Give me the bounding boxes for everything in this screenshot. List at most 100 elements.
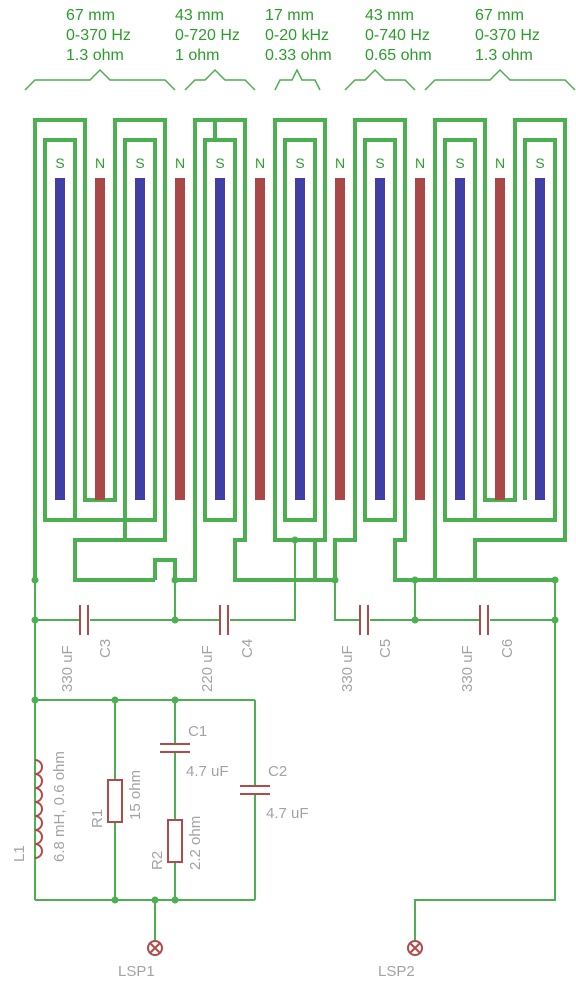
resistor-symbol [107, 779, 123, 823]
capacitor-c6: 330 uF C6 [459, 605, 516, 692]
coil-trace-3 [273, 118, 327, 542]
capacitor-value: 220 uF [199, 645, 216, 692]
magnet-south [135, 178, 145, 500]
capacitor-value: 4.7 uF [266, 805, 309, 822]
coil-trace-3-inner [283, 138, 317, 522]
pole-label: S [295, 155, 304, 171]
capacitor-c2: C2 4.7 uF [240, 763, 309, 822]
coil-traces [33, 118, 567, 582]
coil-trace-4 [313, 118, 475, 582]
capacitor-name: C6 [499, 639, 516, 658]
inductor-symbol [34, 759, 43, 859]
pole-label: S [215, 155, 224, 171]
section-size: 43 mm [175, 7, 224, 24]
capacitor-symbol [79, 605, 89, 635]
junction-dot [411, 616, 419, 624]
section-impedance: 0.65 ohm [365, 47, 432, 64]
terminal-label: LSP2 [378, 963, 415, 980]
terminal-lsp2[interactable]: LSP2 [378, 940, 423, 980]
coil-trace-5-wrap [445, 138, 557, 522]
pole-label: N [415, 155, 425, 171]
resistor-value: 15 ohm [127, 770, 144, 820]
magnet-south [375, 178, 385, 500]
section-size: 67 mm [66, 7, 115, 24]
section-impedance: 1 ohm [175, 47, 219, 64]
pole-label: N [335, 155, 345, 171]
section-range: 0-20 kHz [265, 27, 329, 44]
wire-c6 [415, 580, 556, 621]
junction-dot [111, 896, 119, 904]
terminal-pad-icon[interactable] [407, 940, 423, 956]
section-brace-4 [344, 68, 416, 91]
resistor-r2: R2 2.2 ohm [149, 816, 204, 870]
terminal-pad-icon[interactable] [147, 940, 163, 956]
pole-label: S [135, 155, 144, 171]
capacitor-symbol [219, 605, 229, 635]
pole-label: S [535, 155, 544, 171]
junction-dot [551, 616, 559, 624]
coil-trace-1-wrap [45, 138, 157, 522]
pole-label: S [375, 155, 384, 171]
wire-c4 [175, 540, 296, 621]
capacitor-name: C2 [268, 763, 287, 780]
capacitor-value: 330 uF [459, 645, 476, 692]
section-header-2: 43 mm 0-720 Hz 1 ohm [175, 7, 240, 64]
junction-dot [171, 616, 179, 624]
coil-trace-1 [33, 118, 167, 582]
magnet-south [535, 178, 545, 500]
terminal-cross [409, 942, 421, 954]
magnet-north [175, 178, 185, 500]
section-size: 67 mm [475, 7, 524, 24]
junction-dot [171, 696, 179, 704]
inductor-value: 6.8 mH, 0.6 ohm [51, 751, 68, 862]
coil-trace-2-inner [203, 138, 237, 522]
section-brace-5 [424, 68, 576, 91]
magnet-south [215, 178, 225, 500]
junction-dot [291, 536, 299, 544]
capacitor-value: 4.7 uF [186, 763, 229, 780]
junction-dot [551, 576, 559, 584]
section-size: 43 mm [365, 7, 414, 24]
capacitor-c1: C1 4.7 uF [160, 723, 229, 780]
section-range: 0-370 Hz [475, 27, 540, 44]
resistor-symbol [167, 819, 183, 863]
capacitor-symbol [359, 605, 369, 635]
junction-dot [31, 696, 39, 704]
coil-trace-2 [153, 118, 315, 582]
terminal-lsp1[interactable]: LSP1 [118, 940, 163, 980]
section-range: 0-740 Hz [365, 27, 430, 44]
capacitor-symbol [240, 785, 270, 795]
resistor-name: R2 [149, 851, 166, 870]
capacitor-name: C3 [97, 639, 114, 658]
pole-label: S [55, 155, 64, 171]
junction-dot [331, 576, 339, 584]
capacitor-c3: 330 uF C3 [59, 605, 114, 692]
section-impedance: 1.3 ohm [66, 47, 124, 64]
magnet-north [255, 178, 265, 500]
pole-label: S [455, 155, 464, 171]
crossover-wires [34, 540, 556, 940]
wire-c3 [35, 580, 176, 621]
section-impedance: 1.3 ohm [475, 47, 533, 64]
junction-dot [31, 576, 39, 584]
magnet-south [55, 178, 65, 500]
coil-trace-5 [433, 118, 567, 582]
pole-label: N [95, 155, 105, 171]
capacitor-value: 330 uF [59, 645, 76, 692]
terminal-label: LSP1 [118, 963, 155, 980]
magnet-south [455, 178, 465, 500]
resistor-value: 2.2 ohm [187, 816, 204, 870]
section-header-5: 67 mm 0-370 Hz 1.3 ohm [475, 7, 540, 64]
capacitor-symbol [160, 743, 190, 753]
junction-dot [31, 616, 39, 624]
pole-label: N [495, 155, 505, 171]
magnet-north [495, 178, 505, 500]
coil-trace-4-inner [363, 138, 397, 522]
capacitor-c4: 220 uF C4 [199, 605, 256, 692]
section-header-4: 43 mm 0-740 Hz 0.65 ohm [365, 7, 432, 64]
junction-dot [411, 576, 419, 584]
section-brace-1 [24, 68, 176, 91]
capacitor-c5: 330 uF C5 [339, 605, 394, 692]
